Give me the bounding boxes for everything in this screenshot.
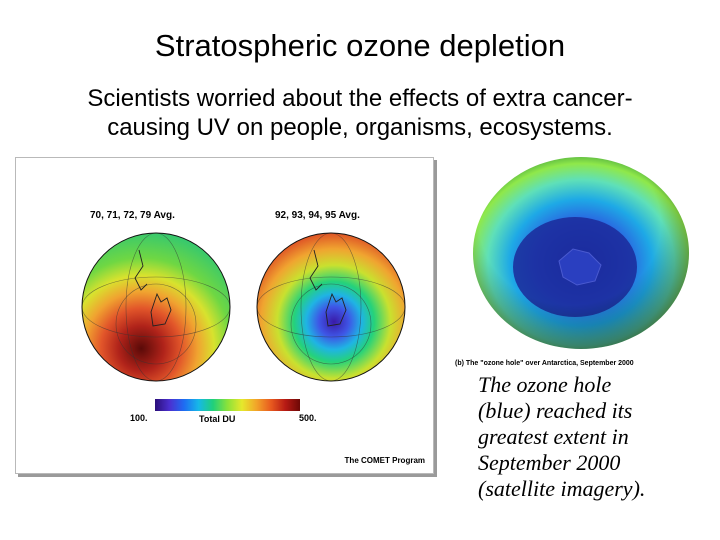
slide-subtitle: Scientists worried about the effects of … <box>0 84 720 142</box>
total-du-colorbar <box>155 399 300 411</box>
colorbar-max-label: 500. <box>299 413 317 423</box>
colorbar-min-label: 100. <box>130 413 148 423</box>
subtitle-line: causing UV on people, organisms, ecosyst… <box>107 114 613 141</box>
colorbar-title: Total DU <box>199 414 236 424</box>
satellite-caption: (b) The "ozone hole" over Antarctica, Se… <box>455 360 634 367</box>
comet-ozone-figure: 70, 71, 72, 79 Avg. 92, 93, 94, 95 Avg. <box>15 157 434 474</box>
right-globe-label: 92, 93, 94, 95 Avg. <box>275 210 360 221</box>
ozone-hole-note: The ozone hole (blue) reached its greate… <box>478 372 716 502</box>
globe-1970s-map <box>81 232 231 382</box>
note-line: (satellite imagery). <box>478 476 646 501</box>
note-line: (blue) reached its <box>478 398 633 423</box>
globe-1990s-map <box>256 232 406 382</box>
note-line: September 2000 <box>478 450 621 475</box>
left-globe-label: 70, 71, 72, 79 Avg. <box>90 210 175 221</box>
comet-credit: The COMET Program <box>344 456 425 465</box>
ozone-hole-satellite-image <box>455 157 707 353</box>
slide-title: Stratospheric ozone depletion <box>154 28 566 63</box>
note-line: The ozone hole <box>478 372 612 397</box>
subtitle-line: Scientists worried about the effects of … <box>87 85 633 112</box>
note-line: greatest extent in <box>478 424 629 449</box>
